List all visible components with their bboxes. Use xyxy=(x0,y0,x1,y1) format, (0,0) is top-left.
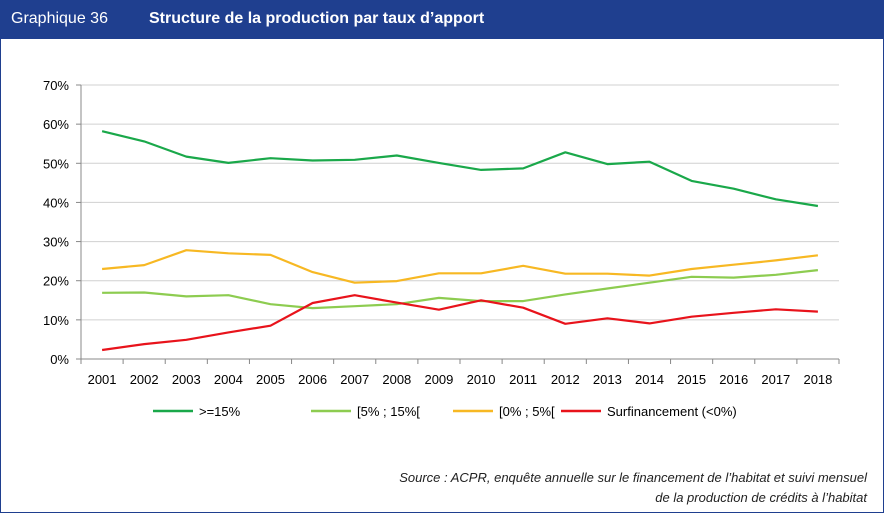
y-tick-label: 30% xyxy=(43,235,69,250)
legend-item-2: [5% ; 15%[ xyxy=(311,404,420,419)
x-tick-label: 2004 xyxy=(214,372,243,387)
chart-title: Structure de la production par taux d’ap… xyxy=(149,10,485,27)
legend-label: >=15% xyxy=(199,404,241,419)
x-tick-label: 2010 xyxy=(467,372,496,387)
y-tick-label: 10% xyxy=(43,313,69,328)
x-tick-label: 2006 xyxy=(298,372,327,387)
source-line-1: Source : ACPR, enquête annuelle sur le f… xyxy=(399,470,867,485)
series-lines xyxy=(101,130,819,352)
x-tick-label: 2015 xyxy=(677,372,706,387)
x-tick-label: 2008 xyxy=(382,372,411,387)
x-tick-label: 2011 xyxy=(509,372,537,387)
y-axis-ticks: 0% 10% 20% 30% 40% 50% 60% 70% xyxy=(43,78,81,367)
legend-item-1: >=15% xyxy=(153,404,241,419)
y-tick-label: 40% xyxy=(43,195,69,210)
legend-item-4: Surfinancement (<0%) xyxy=(561,404,737,419)
y-tick-label: 0% xyxy=(50,352,69,367)
legend-label: [5% ; 15%[ xyxy=(357,404,420,419)
legend: >=15% [5% ; 15%[ [0% ; 5%[ Surfinancement (… xyxy=(153,404,737,419)
legend-label: [0% ; 5%[ xyxy=(499,404,555,419)
series-line-1 xyxy=(101,130,819,208)
y-tick-label: 60% xyxy=(43,117,69,132)
series-line-3 xyxy=(101,249,819,284)
series-line-4 xyxy=(101,294,818,352)
line-chart: 0% 10% 20% 30% 40% 50% 60% 70% 2001 2002 2003 2004… xyxy=(43,78,840,419)
x-tick-label: 2018 xyxy=(803,372,832,387)
source-note: Source : ACPR, enquête annuelle sur le f… xyxy=(267,468,867,508)
y-tick-label: 70% xyxy=(43,78,69,93)
legend-label: Surfinancement (<0%) xyxy=(607,404,737,419)
chart-number: Graphique 36 xyxy=(11,10,108,27)
x-tick-label: 2007 xyxy=(340,372,369,387)
gridlines xyxy=(81,84,839,321)
y-tick-label: 20% xyxy=(43,274,69,289)
legend-item-3: [0% ; 5%[ xyxy=(453,404,555,419)
x-tick-label: 2013 xyxy=(593,372,622,387)
series-line-2 xyxy=(102,269,819,310)
y-tick-label: 50% xyxy=(43,156,69,171)
x-tick-label: 2012 xyxy=(551,372,580,387)
chart-header: Graphique 36 Structure de la production … xyxy=(1,1,883,39)
x-tick-label: 2017 xyxy=(761,372,790,387)
x-tick-label: 2016 xyxy=(719,372,748,387)
source-line-2: de la production de crédits à l’habitat xyxy=(655,490,867,505)
x-axis-ticks: 2001 2002 2003 2004 2005 2006 2007 2008 2009 2010… xyxy=(80,359,840,387)
x-tick-label: 2005 xyxy=(256,372,285,387)
x-tick-label: 2014 xyxy=(635,372,664,387)
x-tick-label: 2003 xyxy=(172,372,201,387)
x-tick-label: 2001 xyxy=(88,372,117,387)
x-tick-label: 2009 xyxy=(424,372,453,387)
x-tick-label: 2002 xyxy=(130,372,159,387)
axes xyxy=(80,85,839,360)
